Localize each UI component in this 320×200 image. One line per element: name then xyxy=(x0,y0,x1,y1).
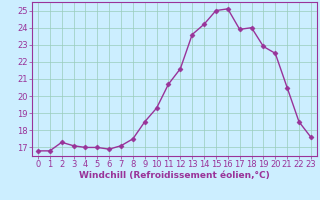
X-axis label: Windchill (Refroidissement éolien,°C): Windchill (Refroidissement éolien,°C) xyxy=(79,171,270,180)
